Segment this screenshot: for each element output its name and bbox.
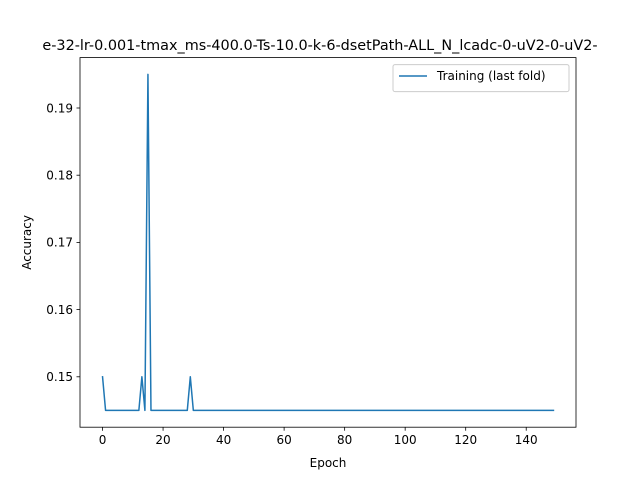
plot-frame [79,57,577,428]
x-tick-label: 140 [515,433,538,447]
y-axis-ticks: 0.15 0.16 0.17 0.18 0.19 [46,101,80,384]
y-tick-label: 0.15 [46,370,73,384]
x-tick-label: 0 [99,433,107,447]
x-axis-ticks: 0 20 40 60 80 100 120 140 [99,427,538,447]
x-tick-label: 80 [337,433,352,447]
x-axis-label: Epoch [310,456,347,470]
x-tick-label: 100 [394,433,417,447]
y-tick-label: 0.17 [46,236,73,250]
chart-title: e-32-lr-0.001-tmax_ms-400.0-Ts-10.0-k-6-… [42,38,597,54]
series-line-training [101,73,555,412]
y-tick-label: 0.19 [46,101,73,115]
y-tick-label: 0.16 [46,303,73,317]
x-tick-label: 120 [454,433,477,447]
legend-label-training: Training (last fold) [436,69,546,83]
legend-box [392,64,570,93]
plot-area [80,57,576,428]
y-axis-label: Accuracy [20,215,34,270]
x-tick-label: 20 [155,433,170,447]
y-tick-label: 0.18 [46,169,73,183]
legend: Training (last fold) [392,64,570,93]
x-tick-label: 60 [276,433,291,447]
x-tick-label: 40 [216,433,231,447]
